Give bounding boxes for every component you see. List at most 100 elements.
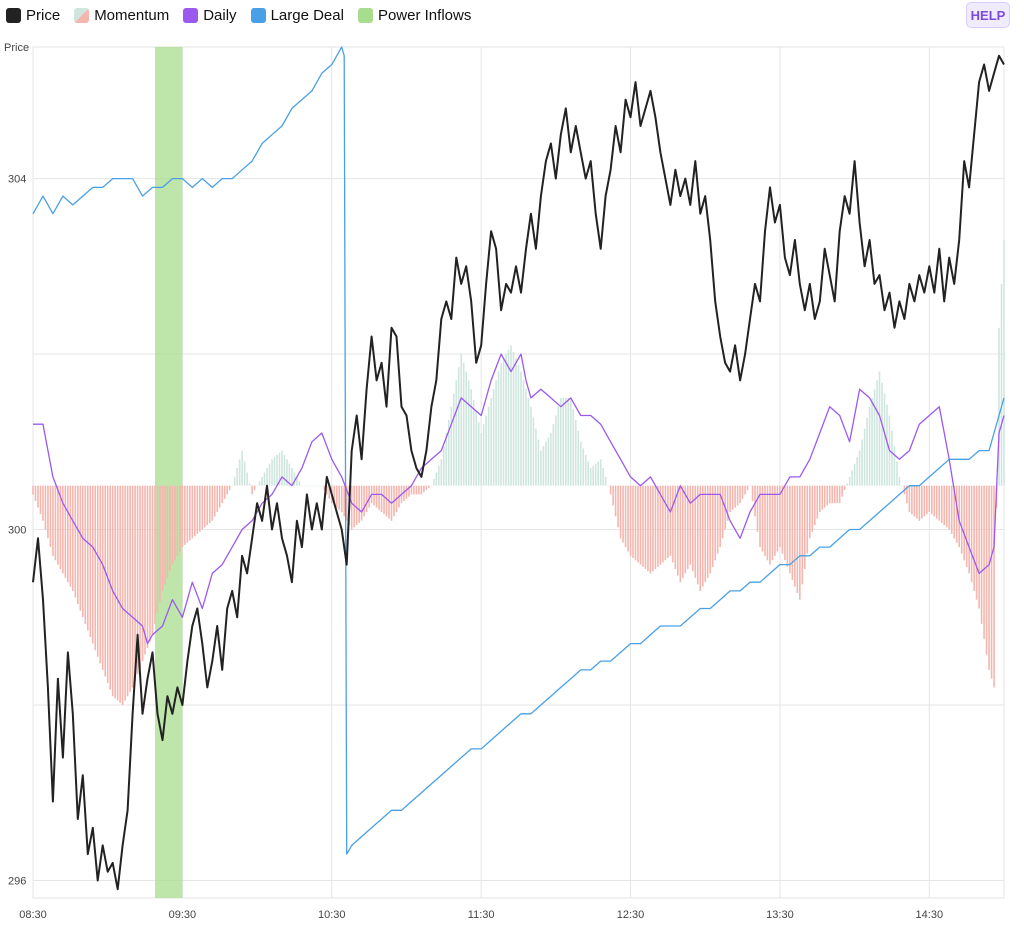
momentum-bar [507, 349, 510, 486]
momentum-bar [911, 485, 913, 515]
momentum-bar [184, 485, 186, 545]
legend-item-large-deal[interactable]: Large Deal [250, 6, 344, 24]
momentum-bar [196, 485, 199, 534]
momentum-bar [687, 485, 689, 570]
momentum-bar [271, 459, 273, 486]
momentum-bar [159, 485, 161, 602]
power-inflow-band [154, 47, 183, 898]
momentum-bar [706, 485, 709, 578]
momentum-bar [739, 485, 741, 504]
help-button[interactable]: HELP [966, 2, 1010, 28]
legend-label: Large Deal [270, 6, 344, 24]
momentum-bar [560, 397, 562, 486]
momentum-bar [714, 485, 716, 561]
momentum-bar [166, 485, 169, 578]
momentum-bar [1000, 283, 1003, 486]
momentum-bar [694, 485, 697, 578]
momentum-bar [664, 485, 667, 561]
momentum-bar [79, 485, 82, 611]
legend-item-daily[interactable]: Daily [183, 6, 237, 24]
momentum-bar [945, 485, 948, 528]
momentum-bar [562, 397, 565, 486]
momentum-bar [208, 485, 211, 523]
momentum-bar [311, 485, 313, 487]
momentum-bar [896, 461, 898, 486]
y-tick-label: 300 [8, 525, 26, 537]
momentum-bar [383, 485, 385, 515]
momentum-bar [662, 485, 664, 563]
momentum-bar [848, 476, 851, 486]
momentum-bar [485, 415, 487, 486]
momentum-bar [527, 397, 530, 486]
momentum-bar [682, 485, 684, 578]
momentum-bar [711, 485, 714, 567]
momentum-bar [871, 397, 873, 486]
momentum-bar [77, 485, 79, 605]
momentum-bar [34, 485, 37, 502]
legend-item-price[interactable]: Price [6, 7, 60, 24]
momentum-bar [186, 485, 189, 543]
legend-swatch [357, 7, 373, 23]
momentum-bar [74, 485, 77, 598]
momentum-bar [652, 485, 654, 572]
momentum-bar [821, 485, 824, 510]
momentum-bar [535, 428, 537, 486]
momentum-bar [306, 485, 308, 487]
momentum-bar [39, 485, 42, 515]
momentum-bar [552, 424, 555, 486]
series-line-price [32, 54, 1005, 891]
momentum-bar [851, 470, 853, 486]
momentum-bar [475, 411, 477, 486]
momentum-bar [281, 450, 283, 486]
momentum-bar [94, 485, 97, 651]
momentum-bar [913, 485, 916, 517]
momentum-bar [721, 485, 724, 539]
momentum-bar [49, 485, 52, 548]
momentum-bar [818, 485, 821, 512]
momentum-bar [933, 485, 936, 517]
legend-item-momentum[interactable]: Momentum [74, 7, 169, 24]
momentum-bar [243, 461, 246, 486]
momentum-bar [525, 389, 527, 486]
momentum-bar [293, 472, 296, 486]
momentum-bar [59, 485, 62, 570]
momentum-bar [841, 485, 843, 497]
momentum-bar [627, 485, 629, 552]
legend-label: Daily [203, 6, 237, 24]
momentum-bar [69, 485, 72, 587]
legend-swatch [250, 7, 266, 23]
momentum-bar [443, 446, 445, 486]
momentum-bar [926, 485, 928, 515]
series-line-daily [33, 353, 1005, 645]
momentum-bar [368, 485, 370, 508]
momentum-bar [231, 485, 233, 487]
momentum-bar [223, 485, 226, 499]
momentum-bar [789, 485, 791, 574]
momentum-bar [754, 485, 756, 517]
momentum-bar [853, 463, 856, 486]
momentum-bar [980, 485, 983, 624]
momentum-bar [741, 485, 744, 499]
momentum-bar [923, 485, 926, 517]
momentum-bar [749, 485, 751, 487]
momentum-bar [726, 485, 729, 521]
momentum-bar [965, 485, 968, 567]
x-tick-label: 14:30 [916, 909, 944, 921]
momentum-bar [898, 476, 901, 486]
momentum-bar [921, 485, 923, 519]
momentum-bar [567, 397, 570, 486]
momentum-bar [691, 485, 694, 572]
momentum-bar [612, 485, 614, 506]
momentum-bar [273, 457, 276, 486]
momentum-bar [420, 485, 423, 495]
momentum-bar [634, 485, 637, 561]
legend-item-power-inflows[interactable]: Power Inflows [357, 7, 471, 24]
momentum-bar [365, 485, 368, 512]
momentum-bar [545, 441, 547, 486]
momentum-bar [502, 358, 505, 486]
momentum-bar [993, 485, 995, 688]
momentum-bar [380, 485, 383, 512]
momentum-bar [771, 485, 774, 561]
momentum-bar [410, 485, 413, 495]
momentum-bar [614, 485, 617, 517]
